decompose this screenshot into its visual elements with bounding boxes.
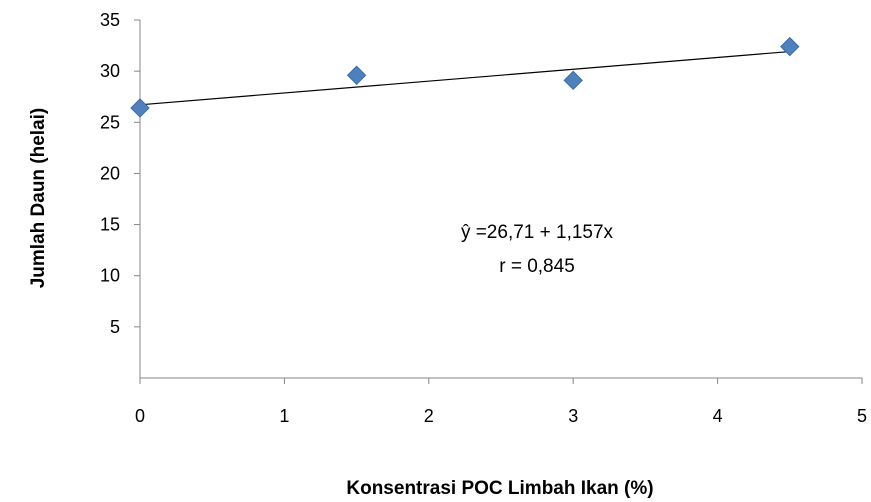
trendline-group bbox=[139, 50, 790, 106]
x-axis-title: Konsentrasi POC Limbah Ikan (%) bbox=[346, 478, 653, 499]
y-tick-label: 5 bbox=[110, 317, 120, 337]
y-tick-label: 10 bbox=[100, 266, 120, 286]
data-point bbox=[346, 65, 367, 85]
x-tick-label: 3 bbox=[568, 406, 578, 426]
data-point bbox=[780, 36, 800, 57]
trendline bbox=[139, 50, 790, 106]
data-point bbox=[130, 98, 150, 118]
x-tick-label: 1 bbox=[279, 406, 289, 426]
correlation-coefficient: r = 0,845 bbox=[499, 256, 575, 277]
x-tick-label: 0 bbox=[135, 406, 145, 426]
data-points bbox=[130, 36, 800, 118]
x-tick-label: 2 bbox=[424, 406, 434, 426]
x-axis: 0 1 2 3 4 5 bbox=[135, 377, 867, 426]
y-tick-label: 25 bbox=[100, 112, 120, 132]
regression-equation: ŷ =26,71 + 1,157x bbox=[461, 222, 614, 243]
y-axis: 5 10 15 20 25 30 35 bbox=[100, 10, 141, 378]
y-axis-title: Jumlah Daun (helai) bbox=[28, 108, 49, 289]
data-point bbox=[563, 70, 583, 91]
y-tick-label: 15 bbox=[100, 215, 120, 235]
x-tick-label: 4 bbox=[713, 406, 723, 426]
y-tick-label: 20 bbox=[100, 163, 120, 183]
y-tick-label: 30 bbox=[100, 61, 120, 81]
x-tick-label: 5 bbox=[857, 406, 867, 426]
y-tick-label: 35 bbox=[100, 10, 120, 30]
